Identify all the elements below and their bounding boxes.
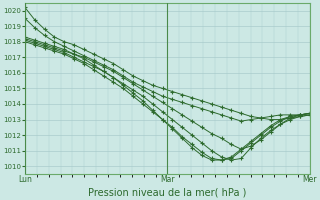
X-axis label: Pression niveau de la mer( hPa ): Pression niveau de la mer( hPa ) xyxy=(88,187,247,197)
